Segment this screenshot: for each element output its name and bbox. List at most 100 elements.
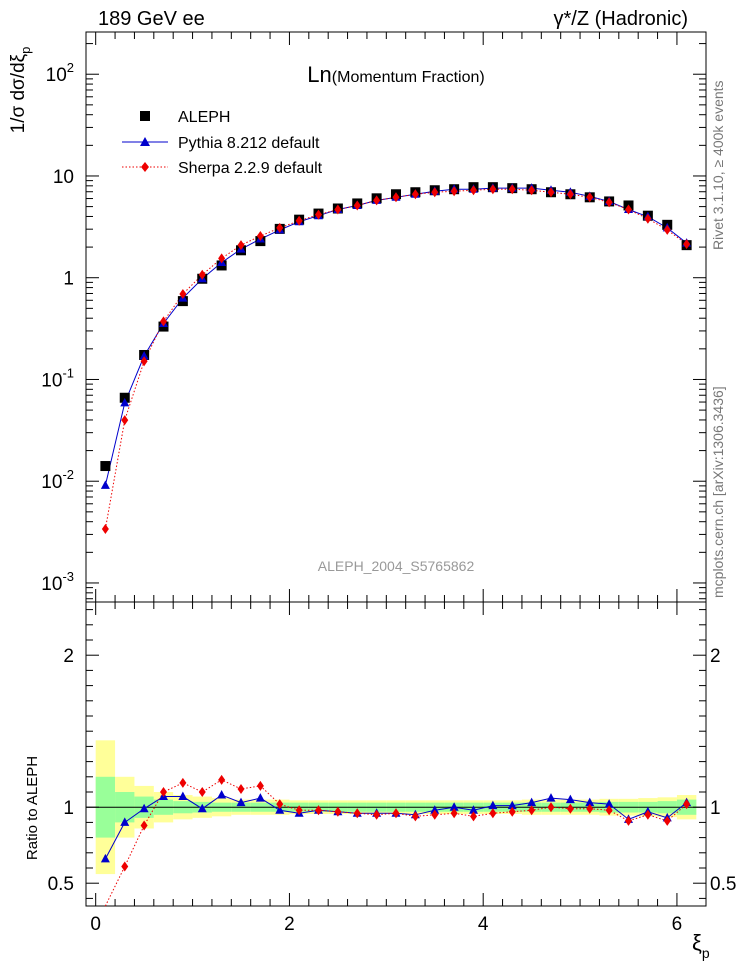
sherpa-ratio-point bbox=[179, 777, 187, 788]
ratio-ylabel: Ratio to ALEPH bbox=[24, 756, 41, 860]
pythia-ratio-point bbox=[546, 793, 556, 802]
sherpa-point bbox=[566, 189, 574, 200]
sherpa-ratio-point bbox=[470, 811, 477, 822]
side-text-mcplots: mcplots.cern.ch [arXiv:1306.3436] bbox=[710, 386, 726, 598]
sherpa-point bbox=[353, 200, 361, 211]
legend: ALEPH Pythia 8.212 default Sherpa 2.2.9 … bbox=[122, 109, 323, 177]
main-y-tick-label: 102 bbox=[46, 60, 74, 86]
legend-marker-pythia bbox=[140, 137, 150, 146]
sherpa-point bbox=[528, 185, 536, 196]
sherpa-ratio-point bbox=[605, 805, 613, 816]
sherpa-point bbox=[450, 186, 458, 197]
main-y-tick-label: 1 bbox=[63, 269, 74, 290]
sherpa-point bbox=[663, 224, 671, 235]
sherpa-ratio-point bbox=[547, 802, 555, 813]
pythia-ratio-point bbox=[275, 805, 285, 814]
sherpa-point bbox=[605, 197, 613, 208]
main-axis-ticks: 10-3 10-2 10-1 1 10 102 bbox=[41, 32, 706, 602]
sherpa-point bbox=[160, 316, 167, 327]
pythia-ratio-point bbox=[255, 793, 265, 802]
sherpa-line bbox=[104, 188, 687, 530]
main-series bbox=[100, 182, 692, 535]
pythia-ratio-point bbox=[507, 800, 517, 810]
sherpa-ratio-point bbox=[489, 808, 497, 819]
pythia-ratio-point bbox=[565, 794, 575, 804]
aleph-point bbox=[119, 392, 130, 403]
sherpa-point bbox=[586, 192, 594, 203]
sherpa-point bbox=[276, 222, 284, 233]
sherpa-ratio-point bbox=[683, 799, 691, 810]
sherpa-ratio-point bbox=[160, 787, 167, 797]
sherpa-ratio-point bbox=[625, 815, 632, 826]
sherpa-ratio-point bbox=[450, 808, 458, 819]
pythia-ratio-point bbox=[236, 797, 246, 807]
ratio-panel-frame bbox=[85, 601, 707, 907]
sherpa-point bbox=[470, 185, 477, 196]
pythia-ratio-point bbox=[430, 805, 440, 814]
main-y-tick-label: 10-1 bbox=[41, 365, 74, 391]
sherpa-ratio-point bbox=[237, 783, 245, 794]
ratio-x-tick-label: 2 bbox=[284, 914, 295, 935]
watermark: ALEPH_2004_S5765862 bbox=[318, 558, 475, 574]
legend-marker-sherpa bbox=[141, 162, 149, 172]
sherpa-point bbox=[392, 192, 400, 203]
header-right: γ*/Z (Hadronic) bbox=[554, 8, 688, 30]
sherpa-ratio-point bbox=[334, 806, 342, 817]
pythia-line bbox=[104, 187, 687, 486]
ratio-y-tick-label-left: 0.5 bbox=[48, 874, 74, 895]
sherpa-point bbox=[431, 187, 439, 198]
sherpa-ratio-point bbox=[663, 815, 671, 826]
sherpa-point bbox=[334, 204, 342, 215]
ratio-x-tick-label: 0 bbox=[90, 914, 101, 935]
sherpa-point bbox=[140, 356, 148, 367]
sherpa-point bbox=[179, 288, 187, 299]
ratio-y-tick-label-left: 1 bbox=[63, 798, 74, 819]
sherpa-ratio-point bbox=[392, 808, 400, 819]
main-y-tick-label: 10 bbox=[53, 167, 74, 188]
main-ylabel: 1/σ dσ/dξp bbox=[8, 47, 33, 134]
pythia-ratio-point bbox=[139, 803, 149, 813]
pythia-ratio-point bbox=[100, 853, 110, 863]
sherpa-ratio-point bbox=[586, 803, 594, 814]
pythia-ratio-point bbox=[527, 797, 537, 807]
plot-title-main: Ln bbox=[307, 62, 331, 87]
pythia-ratio-point bbox=[178, 791, 188, 801]
ratio-series bbox=[100, 774, 692, 907]
sherpa-ratio-point bbox=[140, 820, 148, 831]
sherpa-ratio-point bbox=[508, 806, 516, 817]
sherpa-point bbox=[625, 204, 632, 215]
main-y-tick-label: 10-2 bbox=[41, 467, 74, 493]
pythia-ratio-point bbox=[585, 797, 595, 807]
pythia-ratio-point bbox=[217, 790, 227, 799]
sherpa-ratio-point bbox=[528, 805, 536, 816]
sherpa-ratio-point bbox=[315, 805, 322, 816]
sherpa-ratio-point bbox=[411, 811, 419, 822]
aleph-point bbox=[100, 461, 111, 472]
sherpa-point bbox=[683, 239, 691, 250]
pythia-point bbox=[100, 480, 110, 489]
ratio-x-tick-label: 6 bbox=[672, 914, 683, 935]
sherpa-point bbox=[508, 184, 516, 195]
pythia-ratio-point bbox=[488, 800, 498, 810]
sherpa-ratio-point bbox=[295, 805, 303, 816]
sherpa-point bbox=[315, 209, 322, 220]
legend-label-pythia: Pythia 8.212 default bbox=[178, 135, 320, 152]
ratio-y-tick-label-right: 0.5 bbox=[710, 874, 736, 895]
main-y-tick-label: 10-3 bbox=[41, 569, 74, 595]
plot-title: Ln(Momentum Fraction) bbox=[307, 62, 484, 87]
sherpa-point bbox=[411, 189, 419, 200]
sherpa-point bbox=[373, 195, 381, 206]
pythia-ratio-point bbox=[449, 802, 459, 811]
ratio-xlabel: ξp bbox=[692, 930, 710, 961]
pythia-point bbox=[120, 397, 130, 407]
header-left: 189 GeV ee bbox=[98, 8, 205, 30]
pythia-ratio-point bbox=[469, 805, 478, 814]
sherpa-ratio-point bbox=[198, 787, 206, 797]
sherpa-point bbox=[198, 269, 206, 280]
sherpa-ratio-point bbox=[218, 774, 226, 785]
sherpa-point bbox=[218, 253, 226, 264]
sherpa-ratio-point bbox=[373, 809, 381, 820]
sherpa-ratio-point bbox=[121, 861, 129, 872]
